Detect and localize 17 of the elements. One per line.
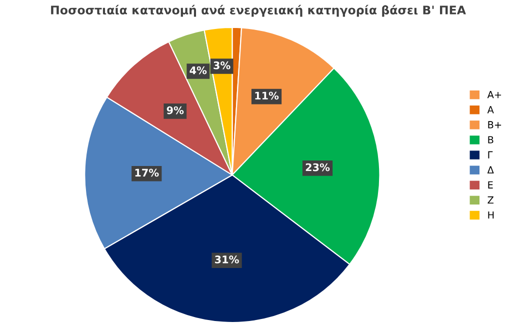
legend-label: Ε [488, 181, 493, 188]
legend-label: Α [487, 106, 494, 114]
legend-label: Β [488, 136, 494, 144]
legend-label: Β+ [488, 121, 502, 128]
legend-label: Ζ [488, 196, 494, 204]
data-label: 4% [190, 66, 207, 74]
legend-label: Γ [488, 151, 493, 158]
legend-label: Η [488, 211, 494, 219]
data-label: 31% [215, 256, 239, 264]
data-label: 17% [135, 168, 159, 177]
data-label: 23% [306, 163, 330, 172]
data-label: 3% [214, 61, 230, 70]
legend-label: Α+ [487, 91, 502, 98]
data-label: 11% [255, 92, 279, 100]
chart-title: Ποσοστιαία κατανομή ανά ενεργειακή κατηγορία βάσει Β' ΠΕΑ [51, 4, 466, 17]
legend-label: Δ [487, 166, 494, 174]
data-label: 9% [166, 106, 184, 114]
